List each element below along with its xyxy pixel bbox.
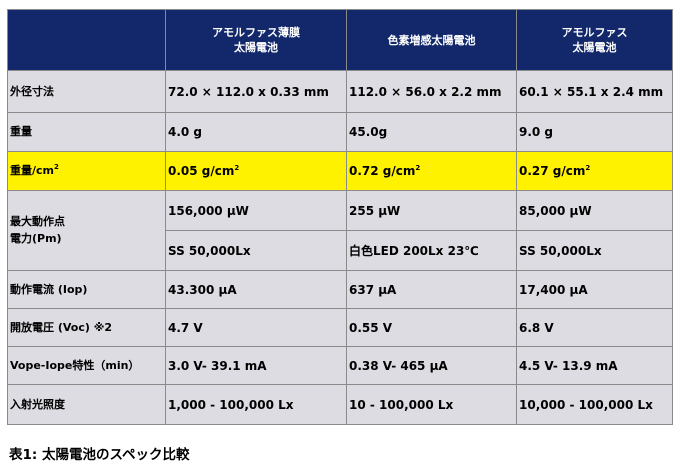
cell: 3.0 V- 39.1 mA (165, 346, 347, 385)
superscript: 2 (585, 164, 591, 172)
cell: 45.0g (346, 112, 517, 152)
row-label-size: 外径寸法 (7, 70, 166, 113)
row-label-voc: 開放電圧 (Voc) ※2 (7, 308, 166, 347)
cell: 1,000 - 100,000 Lx (165, 384, 347, 425)
table-row: Vope-Iope特性（min） 3.0 V- 39.1 mA 0.38 V- … (7, 346, 673, 385)
row-label-pmax: 最大動作点 電力(Pm) (7, 190, 166, 271)
cell-text: 0.27 g/cm (519, 164, 586, 178)
table-row: SS 50,000Lx 白色LED 200Lx 23℃ SS 50,000Lx (8, 230, 673, 271)
cell: 72.0 × 112.0 x 0.33 mm (165, 70, 347, 113)
table-row-highlighted: 重量/cm2 0.05 g/cm2 0.72 g/cm2 0.27 g/cm2 (7, 151, 673, 191)
cell: 9.0 g (516, 112, 673, 152)
superscript: 2 (415, 164, 421, 172)
row-label-iop: 動作電流 (Iop) (7, 270, 166, 309)
cell: 0.27 g/cm2 (516, 151, 673, 191)
superscript: 2 (54, 163, 59, 171)
cell: 17,400 μA (516, 270, 673, 309)
cell: 白色LED 200Lx 23℃ (346, 230, 517, 271)
cell: 85,000 μW (516, 190, 673, 231)
cell: 0.55 V (346, 308, 517, 347)
header-corner (7, 9, 166, 71)
header-dye-sensitized: 色素増感太陽電池 (346, 9, 517, 71)
cell: 255 μW (346, 190, 517, 231)
row-label-density: 重量/cm2 (7, 151, 166, 191)
cell: 6.8 V (516, 308, 673, 347)
header-amorphous-thin-film: アモルファス薄膜 太陽電池 (165, 9, 347, 71)
table-row: 最大動作点 電力(Pm) 156,000 μW 255 μW 85,000 μW (7, 190, 673, 271)
cell: SS 50,000Lx (165, 230, 347, 271)
cell: 60.1 × 55.1 x 2.4 mm (516, 70, 673, 113)
cell: 112.0 × 56.0 x 2.2 mm (346, 70, 517, 113)
cell: 0.38 V- 465 μA (346, 346, 517, 385)
cell: 10 - 100,000 Lx (346, 384, 517, 425)
table-caption: 表1: 太陽電池のスペック比較 (9, 447, 190, 463)
table-row: 開放電圧 (Voc) ※2 4.7 V 0.55 V 6.8 V (7, 308, 673, 347)
cell: 637 μA (346, 270, 517, 309)
cell: 0.72 g/cm2 (346, 151, 517, 191)
superscript: 2 (234, 164, 240, 172)
row-label-vope: Vope-Iope特性（min） (7, 346, 166, 385)
header-row: アモルファス薄膜 太陽電池 色素増感太陽電池 アモルファス 太陽電池 (7, 9, 673, 71)
table-row: 入射光照度 1,000 - 100,000 Lx 10 - 100,000 Lx… (7, 384, 673, 425)
spec-table: アモルファス薄膜 太陽電池 色素増感太陽電池 アモルファス 太陽電池 外径寸法 … (7, 9, 673, 425)
row-label-lux: 入射光照度 (7, 384, 166, 425)
cell: 4.7 V (165, 308, 347, 347)
cell-text: 0.05 g/cm (168, 164, 235, 178)
cell: 156,000 μW (165, 190, 347, 231)
cell: 43.300 μA (165, 270, 347, 309)
cell: 10,000 - 100,000 Lx (516, 384, 673, 425)
header-amorphous: アモルファス 太陽電池 (516, 9, 673, 71)
cell: 4.0 g (165, 112, 347, 152)
row-label-weight: 重量 (7, 112, 166, 152)
cell: SS 50,000Lx (516, 230, 673, 271)
density-label-text: 重量/cm (10, 164, 54, 177)
table-row: 外径寸法 72.0 × 112.0 x 0.33 mm 112.0 × 56.0… (7, 70, 673, 113)
cell: 4.5 V- 13.9 mA (516, 346, 673, 385)
table-row: 重量 4.0 g 45.0g 9.0 g (7, 112, 673, 152)
table-row: 動作電流 (Iop) 43.300 μA 637 μA 17,400 μA (7, 270, 673, 309)
cell-text: 0.72 g/cm (349, 164, 416, 178)
cell: 0.05 g/cm2 (165, 151, 347, 191)
